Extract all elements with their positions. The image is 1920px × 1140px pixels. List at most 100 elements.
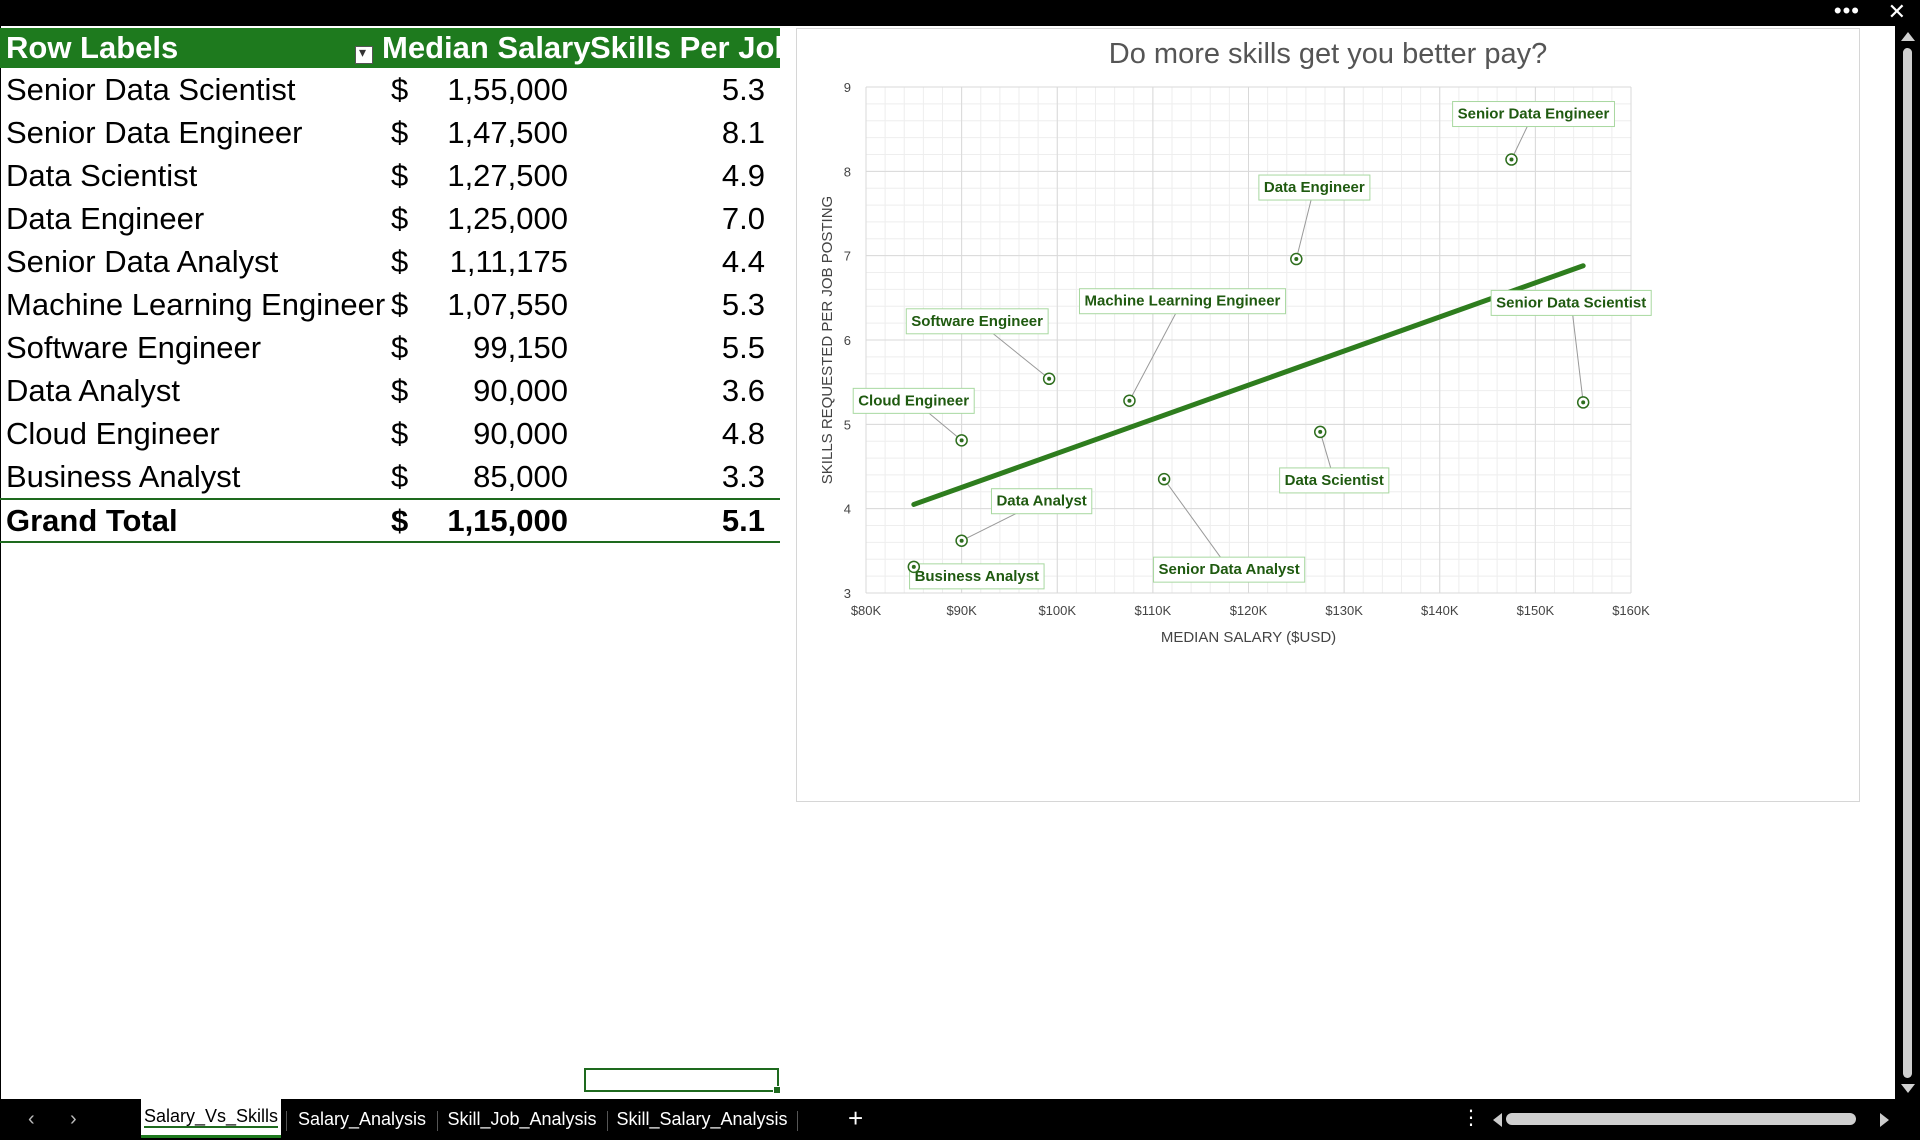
pivot-table: Row Labels Median Salary Skills Per Job … bbox=[0, 28, 780, 543]
grand-total-row[interactable]: Grand Total $ 1,15,000 5.1 bbox=[0, 498, 780, 543]
data-point-center bbox=[1127, 399, 1131, 403]
x-tick-label: $150K bbox=[1517, 603, 1555, 618]
pivot-row[interactable]: Data Scientist $1,27,500 4.9 bbox=[0, 154, 780, 197]
add-sheet-button[interactable]: + bbox=[848, 1103, 863, 1134]
x-tick-label: $110K bbox=[1135, 603, 1172, 618]
row-salary: 1,47,500 bbox=[420, 111, 568, 154]
row-skills: 4.9 bbox=[620, 154, 765, 197]
row-skills: 4.4 bbox=[620, 240, 765, 283]
tab-label: Skill_Job_Analysis bbox=[447, 1109, 596, 1129]
pivot-row[interactable]: Cloud Engineer $90,000 4.8 bbox=[0, 412, 780, 455]
pivot-row[interactable]: Data Analyst$90,0003.6 bbox=[0, 369, 780, 412]
chart-svg: $80K$90K$100K$110K$120K$130K$140K$150K$1… bbox=[797, 29, 1859, 801]
header-median-salary[interactable]: Median Salary bbox=[382, 28, 590, 68]
y-tick-label: 7 bbox=[844, 249, 851, 264]
data-label: Data Scientist bbox=[1285, 472, 1384, 489]
horizontal-scroll-thumb[interactable] bbox=[1506, 1113, 1856, 1125]
grand-total-label: Grand Total bbox=[6, 500, 178, 541]
x-tick-label: $80K bbox=[851, 603, 882, 618]
row-currency: $ bbox=[391, 154, 408, 197]
tab-skill-salary-analysis[interactable]: Skill_Salary_Analysis bbox=[612, 1099, 792, 1140]
tab-skill-job-analysis[interactable]: Skill_Job_Analysis bbox=[442, 1099, 602, 1140]
x-tick-label: $130K bbox=[1325, 603, 1363, 618]
vertical-scrollbar[interactable] bbox=[1895, 26, 1920, 1099]
grand-total-currency: $ bbox=[391, 500, 408, 541]
row-salary: 99,150 bbox=[420, 326, 568, 369]
data-label: Data Engineer bbox=[1264, 179, 1365, 196]
y-tick-label: 8 bbox=[844, 164, 851, 179]
row-salary: 90,000 bbox=[420, 412, 568, 455]
data-label-leader bbox=[1164, 479, 1229, 569]
header-row-labels[interactable]: Row Labels bbox=[6, 28, 178, 68]
y-axis-label: SKILLS REQUESTED PER JOB POSTING bbox=[819, 196, 836, 484]
chart-title: Do more skills get you better pay? bbox=[1109, 38, 1547, 70]
scroll-up-arrow-icon[interactable] bbox=[1901, 32, 1915, 41]
x-tick-label: $120K bbox=[1230, 603, 1268, 618]
tab-salary-vs-skills[interactable]: Salary_Vs_Skills bbox=[141, 1099, 281, 1138]
selected-cell[interactable] bbox=[584, 1068, 779, 1092]
data-point-center bbox=[1509, 158, 1513, 162]
row-salary: 1,07,550 bbox=[420, 283, 568, 326]
row-label: Data Engineer bbox=[6, 197, 204, 240]
scroll-left-arrow-icon[interactable] bbox=[1493, 1113, 1502, 1127]
y-tick-label: 6 bbox=[844, 333, 851, 348]
tab-salary-analysis[interactable]: Salary_Analysis bbox=[292, 1099, 432, 1140]
tab-divider bbox=[607, 1111, 608, 1131]
pivot-header-row: Row Labels Median Salary Skills Per Job bbox=[0, 28, 780, 68]
row-currency: $ bbox=[391, 369, 408, 412]
pivot-row[interactable]: Data Engineer$1,25,0007.0 bbox=[0, 197, 780, 240]
x-tick-label: $140K bbox=[1421, 603, 1459, 618]
data-label-leader bbox=[1129, 301, 1182, 401]
data-point-center bbox=[960, 539, 964, 543]
data-label: Senior Data Engineer bbox=[1458, 106, 1610, 123]
row-currency: $ bbox=[391, 455, 408, 498]
row-salary: 1,11,175 bbox=[420, 240, 568, 283]
scatter-chart[interactable]: $80K$90K$100K$110K$120K$130K$140K$150K$1… bbox=[796, 28, 1860, 802]
next-sheet-button[interactable]: › bbox=[70, 1108, 77, 1131]
data-label: Senior Data Scientist bbox=[1496, 294, 1646, 311]
close-button[interactable]: ✕ bbox=[1888, 1, 1906, 23]
row-skills: 5.3 bbox=[620, 68, 765, 111]
tab-divider bbox=[286, 1111, 287, 1131]
more-options-button[interactable]: ••• bbox=[1834, 0, 1860, 22]
row-skills: 4.8 bbox=[620, 412, 765, 455]
row-salary: 1,55,000 bbox=[420, 68, 568, 111]
row-label: Senior Data Analyst bbox=[6, 240, 278, 283]
row-salary: 85,000 bbox=[420, 455, 568, 498]
row-salary: 1,27,500 bbox=[420, 154, 568, 197]
grand-total-salary: 1,15,000 bbox=[420, 500, 568, 541]
pivot-row[interactable]: Senior Data Analyst$1,11,1754.4 bbox=[0, 240, 780, 283]
row-label: Software Engineer bbox=[6, 326, 261, 369]
data-label: Software Engineer bbox=[911, 313, 1043, 330]
prev-sheet-button[interactable]: ‹ bbox=[28, 1108, 35, 1131]
row-label: Data Scientist bbox=[6, 154, 197, 197]
header-skills-per-job[interactable]: Skills Per Job bbox=[590, 28, 793, 68]
scroll-right-arrow-icon[interactable] bbox=[1880, 1113, 1889, 1127]
row-label: Senior Data Scientist bbox=[6, 68, 295, 111]
data-label-leader bbox=[1571, 302, 1583, 402]
x-axis-label: MEDIAN SALARY ($USD) bbox=[1161, 629, 1336, 646]
data-point-center bbox=[1581, 400, 1585, 404]
data-point-center bbox=[1318, 430, 1322, 434]
pivot-row[interactable]: Senior Data Scientist $1,55,000 5.3 bbox=[0, 68, 780, 111]
row-label: Cloud Engineer bbox=[6, 412, 220, 455]
vertical-scroll-thumb[interactable] bbox=[1903, 48, 1912, 1078]
data-point-center bbox=[1162, 477, 1166, 481]
row-currency: $ bbox=[391, 111, 408, 154]
data-point-center bbox=[912, 565, 916, 569]
pivot-row[interactable]: Business Analyst$85,0003.3 bbox=[0, 455, 780, 498]
scroll-down-arrow-icon[interactable] bbox=[1901, 1084, 1915, 1093]
pivot-row[interactable]: Software Engineer$99,1505.5 bbox=[0, 326, 780, 369]
row-currency: $ bbox=[391, 412, 408, 455]
filter-dropdown-icon[interactable] bbox=[355, 46, 373, 64]
tab-label: Salary_Vs_Skills bbox=[144, 1106, 278, 1128]
row-currency: $ bbox=[391, 326, 408, 369]
row-currency: $ bbox=[391, 68, 408, 111]
pivot-row[interactable]: Senior Data Engineer$1,47,5008.1 bbox=[0, 111, 780, 154]
more-sheets-icon[interactable]: ⋮ bbox=[1461, 1105, 1481, 1130]
pivot-row[interactable]: Machine Learning Engineer$1,07,5505.3 bbox=[0, 283, 780, 326]
tab-label: Salary_Analysis bbox=[298, 1109, 426, 1129]
data-point-center bbox=[960, 438, 964, 442]
tab-divider bbox=[437, 1111, 438, 1131]
y-tick-label: 9 bbox=[844, 80, 851, 95]
